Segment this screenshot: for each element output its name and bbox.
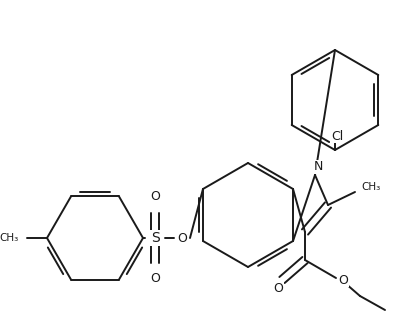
Text: O: O	[177, 231, 187, 244]
Text: O: O	[150, 190, 160, 203]
Text: CH₃: CH₃	[0, 233, 19, 243]
Text: N: N	[313, 161, 323, 174]
Text: O: O	[338, 274, 348, 287]
Text: O: O	[273, 282, 283, 295]
Text: Cl: Cl	[331, 129, 343, 142]
Text: S: S	[151, 231, 159, 245]
Text: O: O	[150, 272, 160, 285]
Text: CH₃: CH₃	[361, 182, 380, 192]
